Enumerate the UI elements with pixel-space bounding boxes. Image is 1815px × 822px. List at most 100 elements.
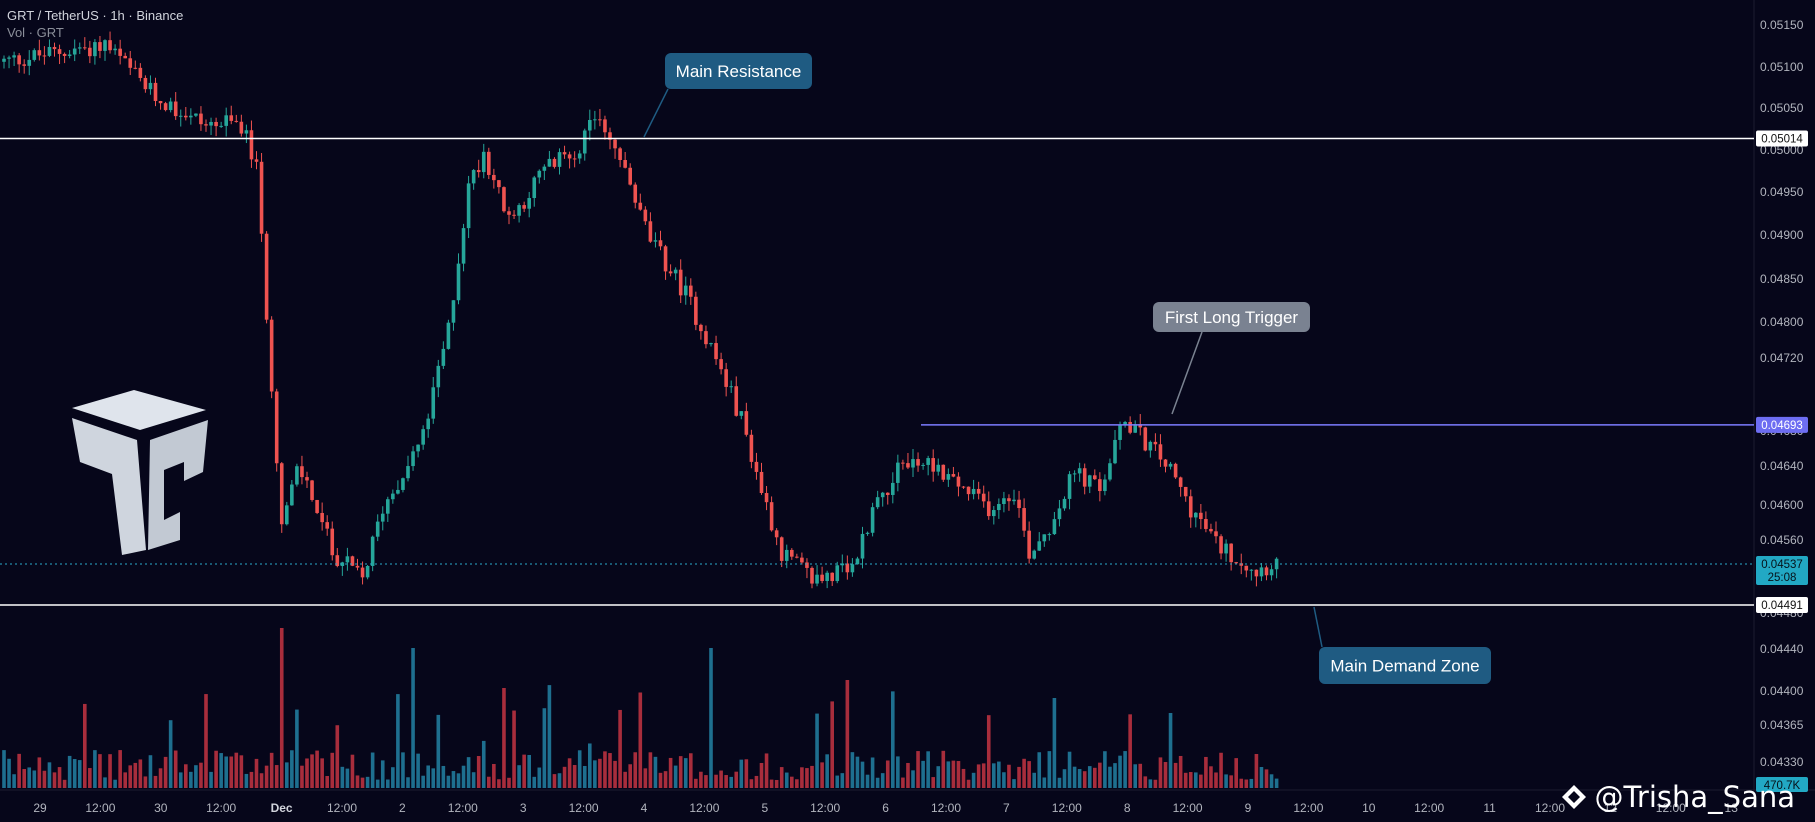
volume-bar (178, 772, 183, 788)
volume-bar (1269, 774, 1274, 788)
candle-body (1199, 512, 1203, 520)
candle-body (386, 499, 390, 514)
candle-body (1158, 444, 1163, 460)
candle-body (552, 158, 557, 167)
volume-bar (118, 750, 122, 788)
time-tick-label: 4 (641, 801, 648, 815)
candle-body (27, 59, 32, 66)
candle-body (52, 46, 57, 50)
candle-body (956, 476, 961, 487)
candle-body (1067, 474, 1072, 499)
symbol-title: GRT / TetherUS · 1h · Binance (7, 8, 184, 23)
time-tick-label: Dec (271, 801, 293, 815)
candle-body (512, 214, 516, 216)
candle-body (320, 512, 324, 523)
current-price-badge-text: 0.04537 (1761, 559, 1803, 571)
volume-bar (173, 750, 178, 788)
candle-body (1007, 498, 1011, 502)
candle-body (875, 497, 880, 508)
volume-bar (1047, 751, 1052, 788)
volume-bar (552, 774, 557, 788)
time-tick-label: 12:00 (689, 801, 719, 815)
time-tick-label: 6 (882, 801, 889, 815)
price-tick-label: 0.04900 (1760, 228, 1804, 242)
volume-bar (790, 776, 794, 788)
volume-bar (52, 772, 57, 788)
volume-bar (678, 756, 683, 788)
candle-body (1234, 562, 1238, 564)
volume-bar (1118, 755, 1122, 788)
volume-bar (1057, 777, 1062, 788)
candle-body (673, 269, 678, 274)
volume-bar (855, 756, 860, 788)
volume-bar (62, 779, 67, 788)
time-tick-label: 30 (154, 801, 168, 815)
volume-bar (441, 765, 446, 788)
volume-bar (805, 768, 809, 788)
volume-bar (1163, 762, 1168, 788)
time-tick-label: 7 (1003, 801, 1010, 815)
candle-body (37, 50, 42, 56)
time-tick-label: 29 (33, 801, 47, 815)
candle-body (1072, 473, 1077, 475)
volume-bar (380, 760, 385, 788)
candle-body (219, 125, 223, 127)
volume-bar (456, 773, 461, 788)
candle-body (1224, 543, 1228, 554)
volume-bar (906, 762, 910, 788)
candle-body (542, 166, 547, 171)
volume-bar (244, 773, 249, 788)
volume-bar (815, 713, 819, 788)
volume-bar (1007, 764, 1011, 788)
candle-body (2, 58, 6, 62)
volume-bar (123, 772, 127, 788)
candle-body (300, 466, 304, 478)
volume-bar (1128, 714, 1132, 788)
volume-bar (1087, 766, 1092, 788)
price-tick-label: 0.04365 (1760, 718, 1804, 732)
candle-body (22, 64, 26, 66)
candle-body (178, 115, 183, 117)
candle-body (441, 348, 446, 366)
candle-body (744, 411, 749, 435)
price-tick-label: 0.05050 (1760, 101, 1804, 115)
candle-body (411, 451, 415, 467)
candle-body (870, 507, 875, 533)
candle-body (633, 184, 638, 203)
candle-body (825, 572, 829, 582)
logo-left-face (72, 418, 146, 555)
volume-bar (1214, 772, 1218, 788)
candle-body (865, 532, 870, 534)
candle-body (290, 484, 294, 506)
main-resistance-callout-pointer (643, 88, 669, 138)
volume-bar (32, 770, 37, 788)
candle-body (1123, 421, 1127, 425)
volume-bar (668, 757, 673, 788)
volume-title: Vol · GRT (7, 25, 64, 40)
time-tick-label: 12:00 (1052, 801, 1082, 815)
volume-bar (870, 757, 875, 788)
volume-bar (219, 753, 223, 788)
volume-bar (406, 777, 410, 788)
volume-bar (1264, 769, 1269, 788)
volume-bar (1143, 776, 1148, 788)
candle-body (487, 151, 491, 175)
volume-bar (623, 771, 627, 788)
volume-bar (1224, 774, 1228, 788)
volume-bar (12, 774, 16, 788)
candle-body (1269, 569, 1274, 576)
time-tick-label: 12:00 (1414, 801, 1444, 815)
volume-badge-text: 470.7K (1764, 780, 1801, 792)
candle-body (779, 537, 784, 561)
time-tick-label: 12:00 (1535, 801, 1565, 815)
candle-body (380, 513, 385, 522)
main-demand-zone-callout-pointer (1313, 606, 1323, 648)
author-handle: @Trisha_Sana (1594, 780, 1795, 814)
candle-body (1113, 439, 1117, 464)
candle-body (72, 48, 77, 55)
volume-bar (976, 764, 981, 788)
candle-body (784, 549, 789, 561)
